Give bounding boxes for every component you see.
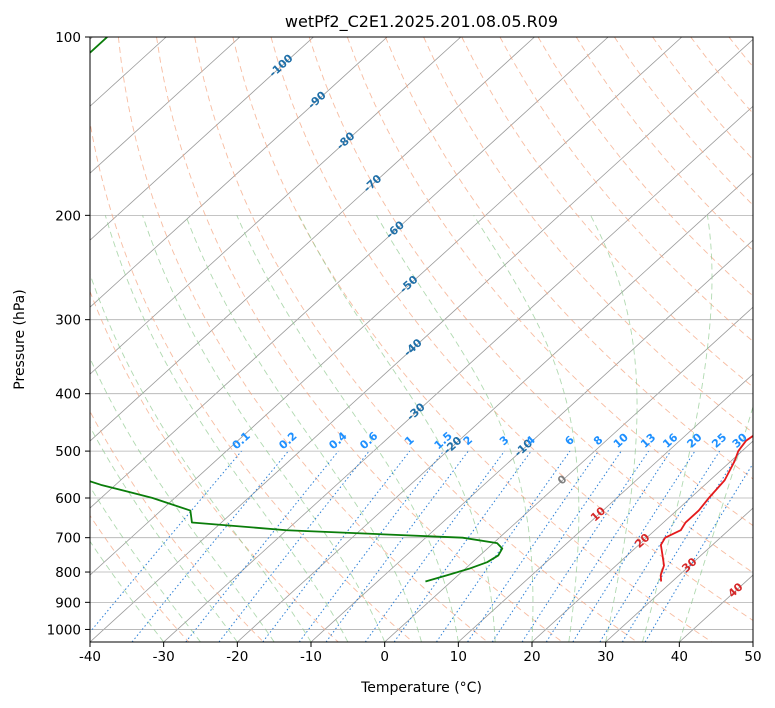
moist-adiabat-line	[90, 272, 312, 642]
moist-adiabat-line	[236, 215, 459, 642]
isotherm-line	[384, 306, 753, 642]
mixing-ratio-line	[545, 450, 672, 642]
y-axis: 100 200 300 400 500 600 700 800 900 1000	[47, 30, 90, 638]
isotherm-line	[458, 373, 753, 642]
y-tick-label: 500	[55, 444, 81, 460]
x-tick-label: -20	[226, 649, 248, 665]
isotherm-line	[310, 239, 753, 642]
x-tick-label: -40	[79, 649, 101, 665]
moist-adiabat-line	[298, 215, 496, 642]
moist-adiabat-line	[376, 215, 534, 642]
x-tick-label: 50	[744, 649, 761, 665]
isotherm-line	[90, 37, 314, 241]
isotherm-line	[90, 37, 535, 442]
dry-adiabat-line	[90, 119, 414, 642]
dry-adiabat-line	[117, 37, 488, 642]
y-tick-label: 700	[55, 531, 81, 547]
x-tick-label: -30	[153, 649, 175, 665]
y-tick-label: 800	[55, 565, 81, 581]
moist-adiabat-line	[142, 215, 386, 642]
mixing-ratio-line	[436, 450, 571, 642]
profile-lines	[90, 37, 753, 583]
dewpoint-profile	[90, 37, 504, 583]
isotherm-line	[605, 507, 753, 642]
dry-adiabat-line	[90, 410, 264, 642]
y-tick-label: 1000	[47, 622, 81, 638]
dry-adiabat-line	[423, 37, 753, 434]
moist-adiabat-line	[185, 215, 422, 642]
isotherm-line	[90, 37, 388, 308]
isotherm-line	[531, 440, 753, 642]
moist-adiabat-line	[90, 485, 201, 642]
dry-adiabat-line	[194, 37, 638, 642]
dry-adiabat-line	[308, 37, 753, 574]
dry-adiabat-line	[346, 37, 753, 527]
moist-adiabat-line	[104, 215, 349, 642]
plot-frame	[89, 36, 754, 643]
mixing-ratio-line	[90, 450, 242, 633]
x-tick-label: 40	[671, 649, 688, 665]
moist-adiabat-line	[473, 215, 580, 642]
x-tick-label: 30	[597, 649, 614, 665]
x-axis-label: Temperature (°C)	[360, 680, 482, 696]
y-tick-label: 100	[55, 30, 81, 46]
mixing-ratio-line	[491, 450, 622, 642]
mixing-ratio-line	[185, 450, 339, 642]
y-tick-label: 400	[55, 387, 81, 403]
x-tick-label: 20	[523, 649, 540, 665]
mixing-ratio-line	[131, 450, 289, 642]
isotherm-line	[90, 37, 683, 576]
mixing-ratio-line	[298, 450, 444, 642]
y-tick-label: 300	[55, 313, 81, 329]
x-tick-label: -10	[300, 649, 322, 665]
y-axis-label: Pressure (hPa)	[12, 289, 28, 389]
mixing-ratio-line	[325, 450, 469, 642]
moist-adiabat-line	[590, 215, 638, 642]
moist-adiabat-line	[90, 357, 275, 642]
y-tick-label: 600	[55, 491, 81, 507]
mixing-ratio-line	[393, 450, 532, 642]
mixing-ratio-line	[364, 450, 505, 642]
x-axis: -40 -30 -20 -10 0 10 20 30 40 50	[79, 642, 762, 665]
mixing-ratio-line	[572, 450, 696, 642]
isotherm-line	[90, 37, 462, 375]
isotherm-line	[237, 172, 753, 642]
isotherm-line	[90, 37, 241, 174]
mixing-ratio-line	[521, 450, 649, 642]
x-tick-label: 0	[380, 649, 389, 665]
x-tick-label: 10	[450, 649, 467, 665]
mixing-ratio-line	[467, 450, 599, 642]
chart-title: wetPf2_C2E1.2025.201.08.05.R09	[285, 12, 558, 32]
mixing-ratio-line	[644, 462, 753, 642]
isotherm-line	[90, 37, 609, 509]
moist-adiabat-line	[90, 425, 238, 642]
temperature-profile	[659, 434, 753, 582]
y-tick-label: 200	[55, 208, 81, 224]
y-tick-label: 900	[55, 595, 81, 611]
dry-adiabat-line	[270, 37, 753, 621]
background-lines	[90, 37, 753, 642]
dry-adiabat-line	[156, 37, 563, 642]
isotherm-line	[163, 105, 753, 642]
dry-adiabat-line	[461, 37, 753, 388]
